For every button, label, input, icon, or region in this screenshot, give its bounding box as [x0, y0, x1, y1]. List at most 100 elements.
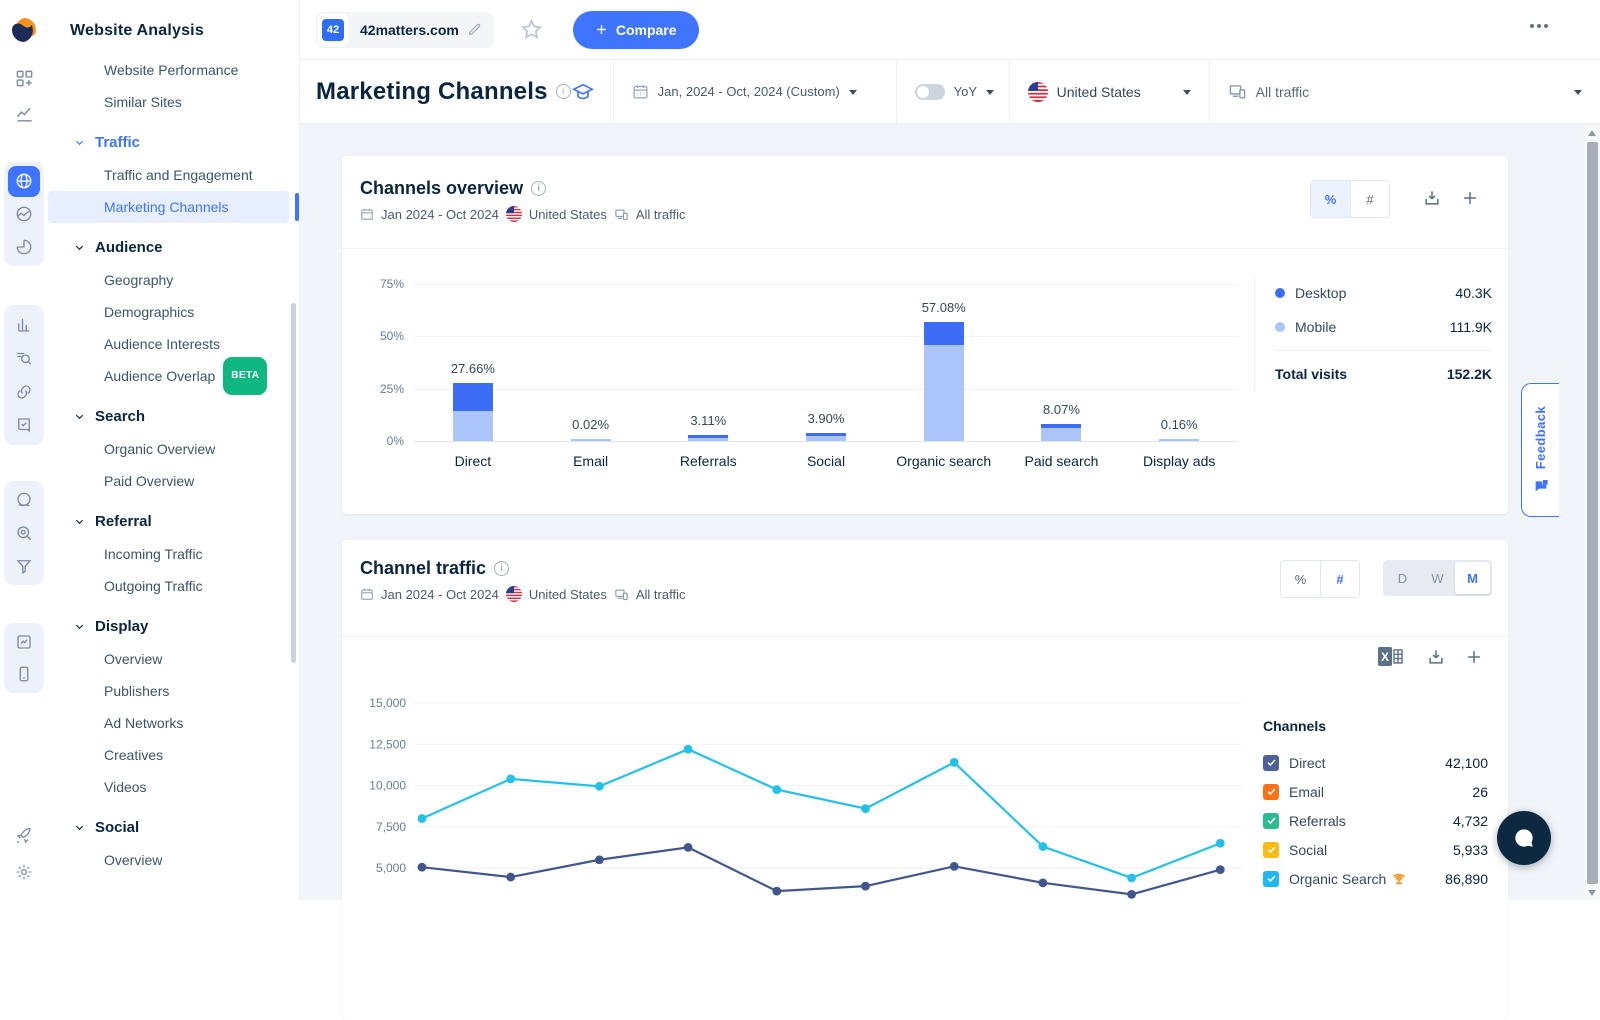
data-point-organic-search[interactable] [1216, 839, 1225, 848]
sidebar-item-audience-interests[interactable]: Audience Interests [48, 328, 299, 360]
bar-display-ads[interactable]: 0.16%Display ads [1120, 284, 1238, 441]
sidebar-item-videos[interactable]: Videos [48, 771, 299, 803]
bar-organic-search[interactable]: 57.08%Organic search [885, 284, 1003, 441]
sidebar-item-geography[interactable]: Geography [48, 264, 299, 296]
sidebar-section-search[interactable]: Search [48, 399, 299, 433]
data-point-organic-search[interactable] [418, 814, 427, 823]
compare-button[interactable]: Compare [573, 11, 699, 49]
favorite-star-icon[interactable] [520, 18, 543, 41]
sidebar-item-incoming-traffic[interactable]: Incoming Traffic [48, 538, 299, 570]
trends-icon[interactable] [4, 98, 44, 130]
data-point-direct[interactable] [772, 887, 781, 896]
settings-gear-icon[interactable] [4, 856, 44, 888]
global-trends-icon[interactable] [4, 485, 44, 516]
chat-widget-button[interactable] [1497, 811, 1551, 865]
info-icon[interactable]: i [531, 181, 546, 196]
learning-cap-icon[interactable] [571, 81, 595, 103]
number-toggle-button[interactable]: # [1350, 181, 1389, 217]
sidebar-item-paid-overview[interactable]: Paid Overview [48, 465, 299, 497]
granularity-w-button[interactable]: W [1420, 562, 1455, 594]
sidebar-item-website-performance[interactable]: Website Performance [48, 54, 299, 86]
export-excel-icon[interactable]: X [1377, 646, 1404, 667]
similarweb-logo[interactable] [10, 16, 38, 44]
mobile-apps-icon[interactable] [4, 659, 44, 689]
more-menu-icon[interactable] [1530, 24, 1548, 28]
bar-social[interactable]: 3.90%Social [767, 284, 885, 441]
sidebar-item-creatives[interactable]: Creatives [48, 739, 299, 771]
yoy-toggle[interactable] [915, 84, 945, 100]
checkbox-social[interactable] [1263, 842, 1279, 858]
sidebar-section-display[interactable]: Display [48, 609, 299, 643]
website-analysis-icon[interactable] [8, 166, 40, 197]
checkbox-referrals[interactable] [1263, 813, 1279, 829]
sidebar-item-traffic-and-engagement[interactable]: Traffic and Engagement [48, 159, 299, 191]
traffic-filter-selector[interactable]: All traffic [1209, 60, 1600, 124]
data-point-direct[interactable] [506, 873, 515, 882]
data-point-direct[interactable] [1127, 890, 1136, 899]
sidebar-item-outgoing-traffic[interactable]: Outgoing Traffic [48, 570, 299, 602]
scroll-up-arrow[interactable] [1588, 130, 1596, 136]
yoy-control[interactable]: YoY [896, 60, 1009, 124]
sidebar-item-similar-sites[interactable]: Similar Sites [48, 86, 299, 118]
bar-direct[interactable]: 27.66%Direct [414, 284, 532, 441]
sidebar-section-referral[interactable]: Referral [48, 504, 299, 538]
sidebar-item-marketing-channels[interactable]: Marketing Channels [48, 191, 289, 223]
checkbox-direct[interactable] [1263, 755, 1279, 771]
data-point-organic-search[interactable] [595, 782, 604, 791]
bar-paid-search[interactable]: 8.07%Paid search [1003, 284, 1121, 441]
data-point-direct[interactable] [950, 862, 959, 871]
backlinks-icon[interactable] [4, 376, 44, 408]
data-point-organic-search[interactable] [506, 775, 515, 784]
sidebar-item-overview[interactable]: Overview [48, 844, 299, 876]
bar-referrals[interactable]: 3.11%Referrals [649, 284, 767, 441]
data-point-direct[interactable] [1216, 865, 1225, 874]
add-to-dashboard-icon[interactable] [1464, 647, 1484, 667]
data-point-organic-search[interactable] [1127, 874, 1136, 883]
data-point-organic-search[interactable] [861, 804, 870, 813]
domain-chip[interactable]: 42 42matters.com [316, 12, 494, 48]
info-icon[interactable]: i [494, 561, 509, 576]
download-icon[interactable] [1426, 647, 1446, 667]
report-icon[interactable] [4, 627, 44, 657]
bar-email[interactable]: 0.02%Email [532, 284, 650, 441]
web-category-icon[interactable] [4, 199, 44, 230]
granularity-m-button[interactable]: M [1455, 562, 1490, 594]
sidebar-section-traffic[interactable]: Traffic [48, 125, 299, 159]
data-point-organic-search[interactable] [684, 745, 693, 754]
download-icon[interactable] [1422, 188, 1442, 208]
sidebar-scrollbar[interactable] [291, 303, 296, 663]
data-point-direct[interactable] [595, 855, 604, 864]
data-point-direct[interactable] [418, 863, 427, 872]
search-intent-icon[interactable] [4, 518, 44, 549]
data-point-organic-search[interactable] [950, 758, 959, 767]
add-to-dashboard-icon[interactable] [1460, 188, 1480, 208]
checkbox-email[interactable] [1263, 784, 1279, 800]
data-point-organic-search[interactable] [1039, 842, 1048, 851]
percent-toggle-button[interactable]: % [1281, 561, 1320, 597]
sidebar-item-publishers[interactable]: Publishers [48, 675, 299, 707]
sidebar-section-social[interactable]: Social [48, 810, 299, 844]
sidebar-item-organic-overview[interactable]: Organic Overview [48, 433, 299, 465]
data-point-direct[interactable] [684, 843, 693, 852]
data-point-organic-search[interactable] [772, 785, 781, 794]
date-range-selector[interactable]: Jan, 2024 - Oct, 2024 (Custom) [613, 60, 896, 124]
legend-row-desktop[interactable]: Desktop 40.3K [1275, 276, 1492, 310]
sidebar-section-audience[interactable]: Audience [48, 230, 299, 264]
country-selector[interactable]: United States [1009, 60, 1209, 124]
info-icon[interactable]: i [556, 84, 571, 99]
scrollbar-thumb[interactable] [1587, 142, 1598, 884]
keyword-research-icon[interactable] [4, 343, 44, 375]
feedback-tab[interactable]: Feedback [1521, 383, 1559, 517]
sidebar-item-ad-networks[interactable]: Ad Networks [48, 707, 299, 739]
percent-toggle-button[interactable]: % [1311, 181, 1350, 217]
checkbox-organic-search[interactable] [1263, 871, 1279, 887]
data-point-direct[interactable] [861, 882, 870, 891]
sidebar-item-overview[interactable]: Overview [48, 643, 299, 675]
saved-tags-icon[interactable] [4, 410, 44, 442]
